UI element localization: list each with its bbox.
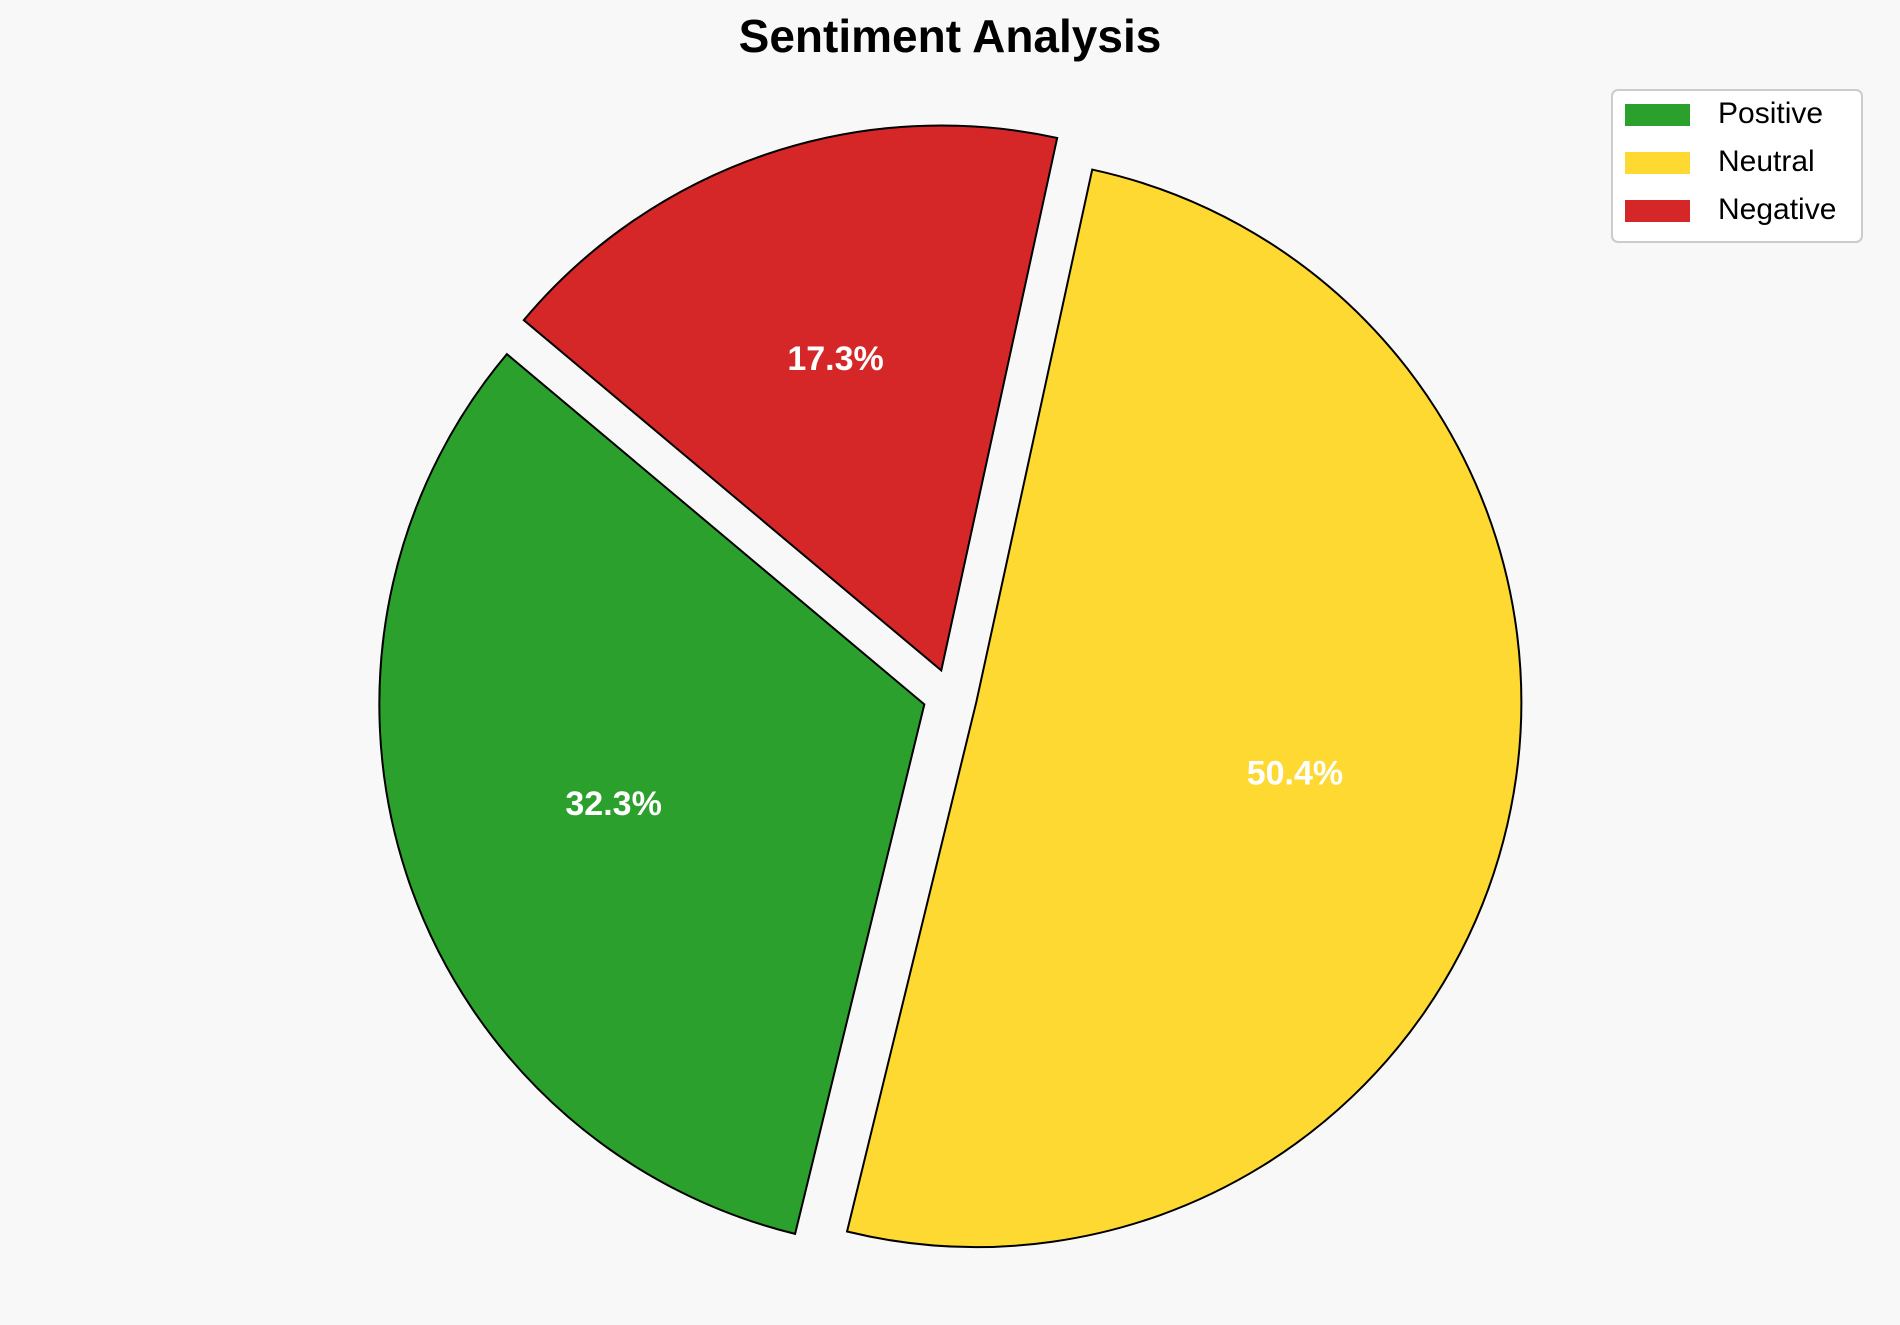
legend-swatch <box>1625 152 1690 174</box>
legend-label: Positive <box>1718 97 1823 130</box>
legend-label: Neutral <box>1718 145 1815 178</box>
slice-label: 17.3% <box>787 340 883 378</box>
slice-label: 32.3% <box>565 785 661 823</box>
slice-label: 50.4% <box>1247 755 1343 793</box>
pie-slice <box>845 168 1523 1249</box>
legend-label: Negative <box>1718 193 1836 226</box>
legend-swatch <box>1625 200 1690 222</box>
pie-slice <box>522 124 1059 673</box>
chart-title: Sentiment Analysis <box>739 10 1162 62</box>
legend-swatch <box>1625 104 1690 126</box>
pie-slice <box>378 352 926 1236</box>
